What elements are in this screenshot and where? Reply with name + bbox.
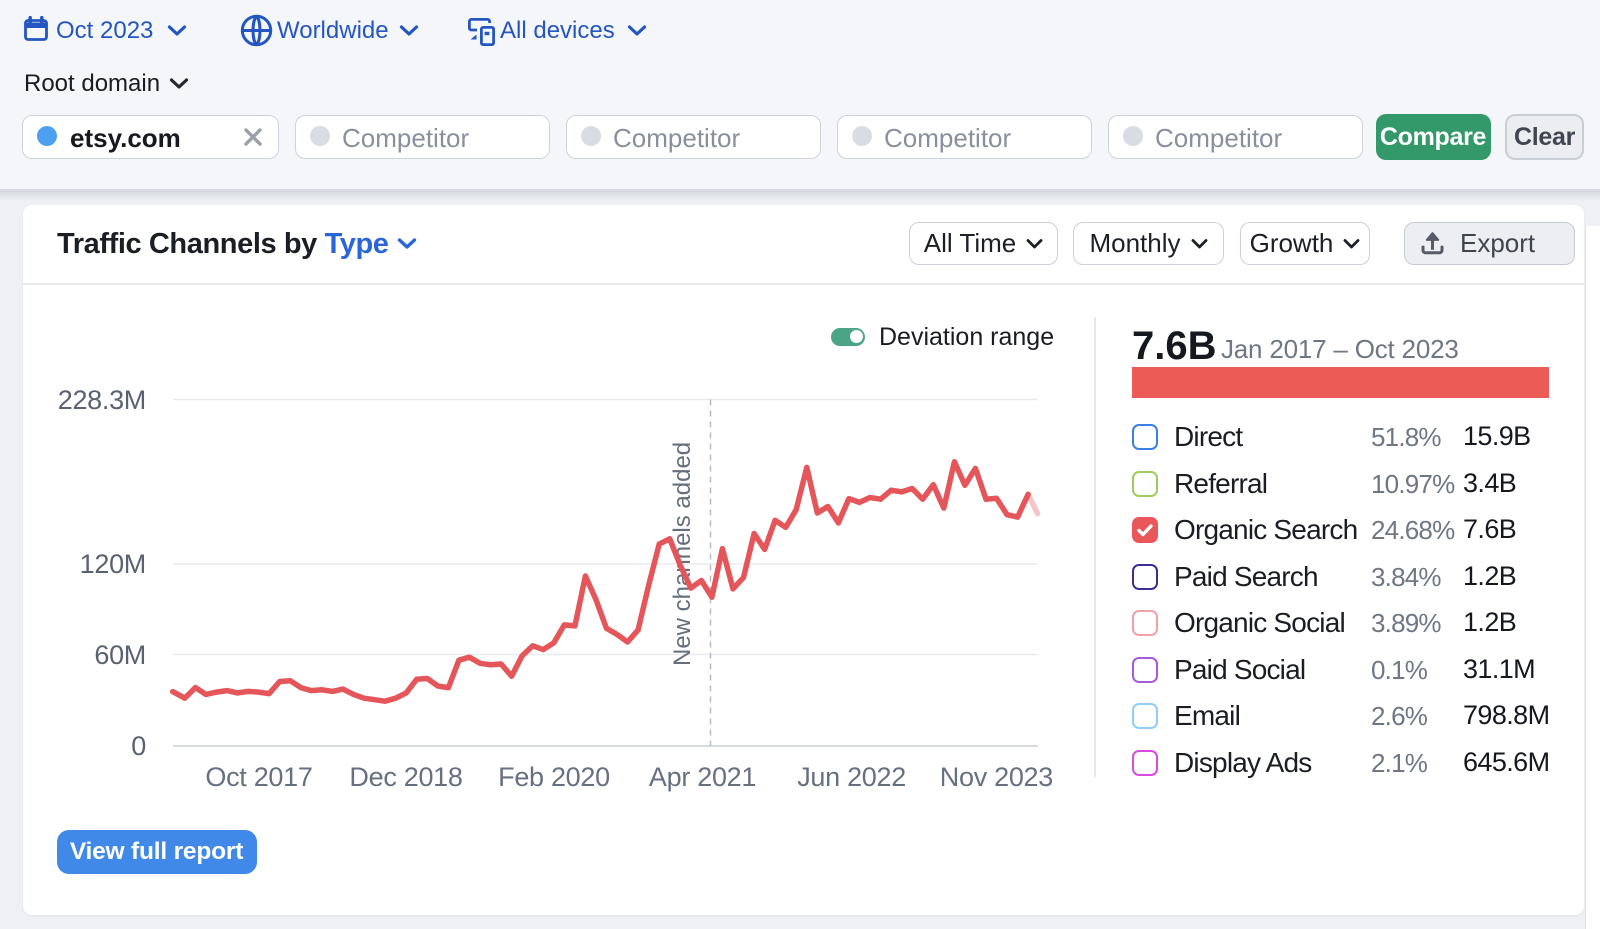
svg-text:120M: 120M xyxy=(80,549,146,579)
svg-text:228.3M: 228.3M xyxy=(58,385,146,415)
svg-text:Jun 2022: Jun 2022 xyxy=(797,762,906,792)
svg-text:0: 0 xyxy=(131,731,146,761)
svg-text:Oct 2017: Oct 2017 xyxy=(205,762,312,792)
svg-text:Feb 2020: Feb 2020 xyxy=(498,762,610,792)
svg-text:60M: 60M xyxy=(94,640,146,670)
svg-text:Apr 2021: Apr 2021 xyxy=(649,762,756,792)
svg-text:Dec 2018: Dec 2018 xyxy=(349,762,462,792)
svg-text:Nov 2023: Nov 2023 xyxy=(940,762,1053,792)
